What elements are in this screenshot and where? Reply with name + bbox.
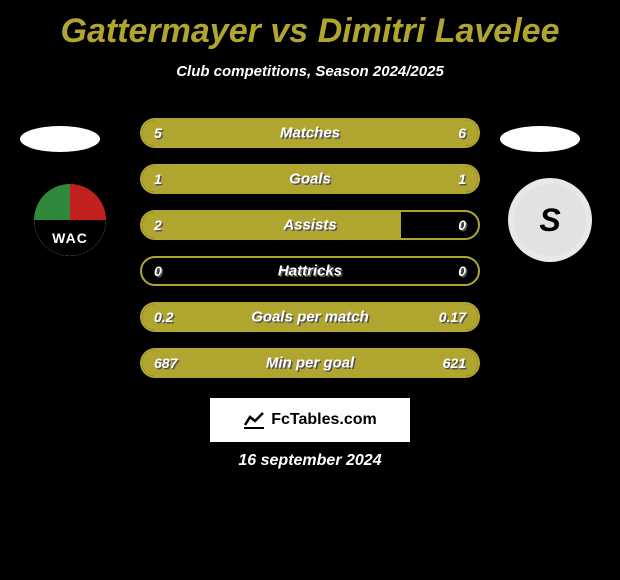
stat-value-left: 2: [154, 217, 162, 233]
stat-fill-left: [142, 120, 293, 146]
stat-value-left: 687: [154, 355, 177, 371]
stat-value-left: 0: [154, 263, 162, 279]
stat-bar: 0 Hattricks 0: [140, 256, 480, 286]
sturm-graz-badge-letter: S: [539, 202, 560, 239]
stats-comparison-list: 5 Matches 6 1 Goals 1 2 Assists 0 0 Hattricks 0 0.2 G…: [140, 118, 480, 394]
stat-label: Goals per match: [251, 309, 369, 326]
stat-bar: 1 Goals 1: [140, 164, 480, 194]
stat-fill-right: [310, 166, 478, 192]
stat-label: Hattricks: [278, 263, 342, 280]
stat-label: Assists: [283, 217, 336, 234]
brand-text: FcTables.com: [271, 411, 377, 429]
sturm-graz-badge: S: [508, 178, 592, 262]
stat-value-right: 1: [458, 171, 466, 187]
wac-badge: WAC: [28, 178, 112, 262]
stat-value-right: 0: [458, 263, 466, 279]
stat-value-left: 1: [154, 171, 162, 187]
comparison-title: Gattermayer vs Dimitri Lavelee: [0, 0, 620, 51]
stat-label: Matches: [280, 125, 340, 142]
stat-value-right: 0.17: [439, 309, 466, 325]
stat-value-right: 621: [443, 355, 466, 371]
stat-value-left: 0.2: [154, 309, 173, 325]
stat-fill-left: [142, 166, 310, 192]
stat-value-right: 6: [458, 125, 466, 141]
stat-fill-left: [142, 212, 401, 238]
stat-bar: 0.2 Goals per match 0.17: [140, 302, 480, 332]
comparison-date: 16 september 2024: [0, 452, 620, 470]
brand-attribution[interactable]: FcTables.com: [210, 398, 410, 442]
stat-bar: 687 Min per goal 621: [140, 348, 480, 378]
stat-label: Min per goal: [266, 355, 354, 372]
player-b-name: Dimitri Lavelee: [318, 12, 560, 50]
stat-value-right: 0: [458, 217, 466, 233]
player-a-name: Gattermayer: [61, 12, 261, 50]
vs-separator: vs: [270, 12, 308, 50]
stat-label: Goals: [289, 171, 331, 188]
stat-value-left: 5: [154, 125, 162, 141]
stat-bar: 2 Assists 0: [140, 210, 480, 240]
subtitle: Club competitions, Season 2024/2025: [0, 63, 620, 80]
chart-icon: [243, 411, 265, 429]
player-a-photo-placeholder: [20, 126, 100, 152]
stat-bar: 5 Matches 6: [140, 118, 480, 148]
player-b-photo-placeholder: [500, 126, 580, 152]
